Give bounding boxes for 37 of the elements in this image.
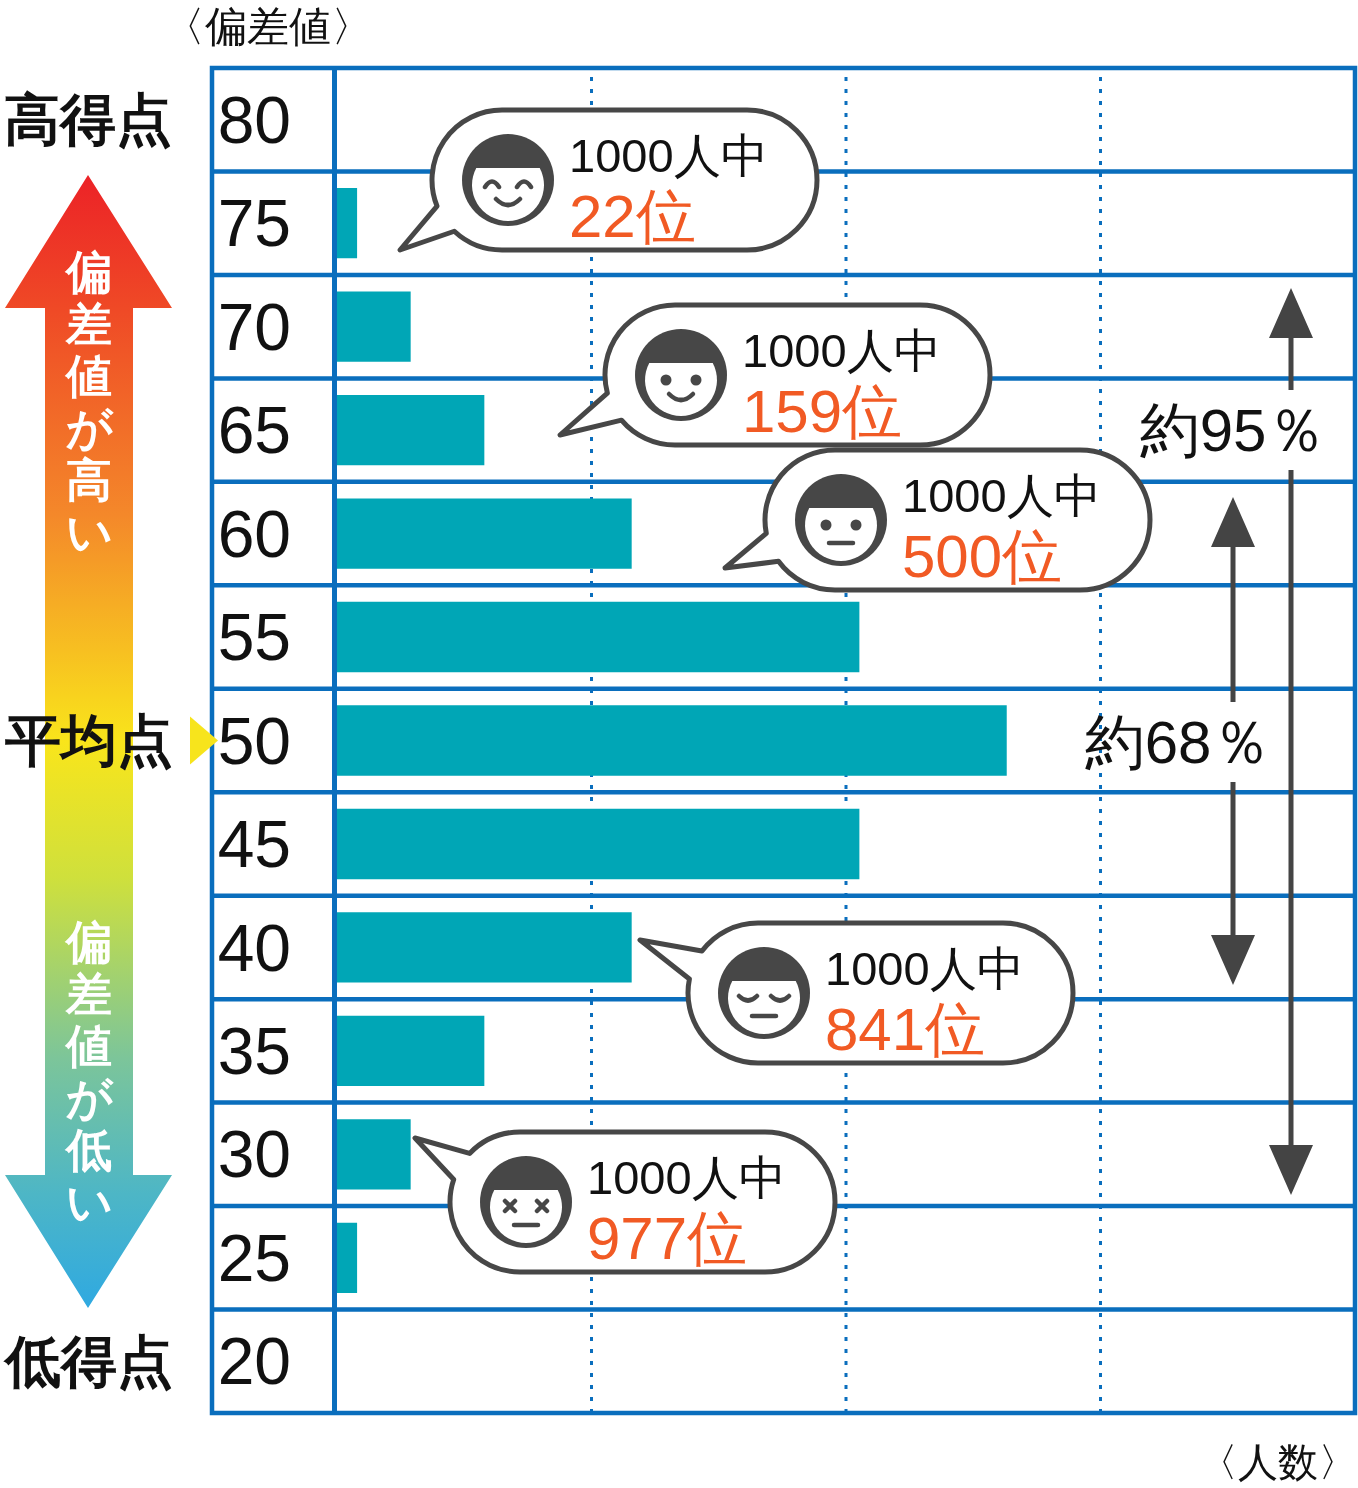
y-tick-label: 20 — [217, 1324, 292, 1399]
text: 約68％ — [1084, 709, 1272, 776]
annotation: 1000人中 977位 — [587, 1151, 786, 1272]
y-tick-label: 25 — [217, 1220, 292, 1295]
bar — [337, 1222, 358, 1293]
y-tick-label: 75 — [217, 186, 292, 261]
annotation: 1000人中 500位 — [902, 469, 1101, 590]
text: 低得点 — [3, 1329, 173, 1394]
bar — [337, 601, 860, 673]
text: 高得点 — [4, 87, 172, 152]
bar — [337, 912, 632, 983]
annotation: 1000人中 159位 — [742, 324, 941, 445]
y-tick-label: 70 — [217, 289, 292, 364]
x-axis-title: 〈人数〉 — [1198, 1440, 1358, 1484]
bar — [337, 291, 411, 362]
y-tick-label: 55 — [217, 600, 292, 675]
y-tick-label: 50 — [217, 703, 292, 778]
bar — [337, 1119, 411, 1190]
annotation: 1000人中 841位 — [825, 942, 1024, 1063]
y-tick-label: 65 — [217, 393, 292, 468]
y-tick-label: 40 — [217, 910, 292, 985]
text: 偏差値が低い — [64, 915, 115, 1229]
bar — [337, 498, 632, 569]
annotation: 1000人中 22位 — [569, 129, 768, 250]
bar — [337, 705, 1007, 776]
y-tick-label: 45 — [217, 807, 292, 882]
y-tick-label: 30 — [217, 1117, 292, 1192]
y-tick-label: 60 — [217, 496, 292, 571]
bar — [337, 808, 860, 880]
y-tick-label: 35 — [217, 1013, 292, 1088]
bar — [337, 188, 358, 259]
bar — [337, 394, 485, 466]
text: 偏差値が高い — [64, 245, 115, 559]
text: 約95％ — [1139, 397, 1327, 464]
y-axis-title: 〈偏差値〉 — [163, 3, 373, 50]
bar — [337, 1015, 485, 1087]
y-tick-label: 80 — [217, 82, 292, 157]
